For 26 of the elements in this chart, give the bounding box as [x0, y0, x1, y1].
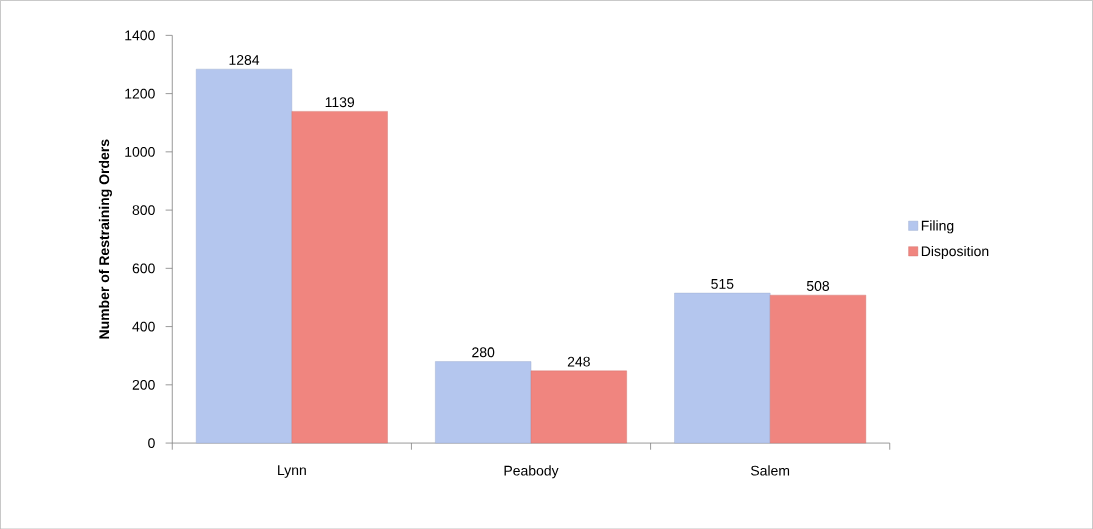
legend-label: Filing — [921, 220, 954, 234]
bar — [674, 292, 771, 444]
data-label: 248 — [567, 356, 590, 367]
bar — [195, 68, 293, 444]
y-tick-label: 200 — [132, 379, 155, 390]
y-tick-label: 1000 — [125, 146, 155, 157]
x-tick-label: Salem — [750, 465, 790, 476]
y-axis-title: Number of Restraining Orders — [98, 139, 112, 339]
y-tick-label: 600 — [132, 263, 155, 274]
y-tick-label: 1200 — [125, 88, 155, 99]
bar — [435, 361, 532, 444]
y-tick-label: 800 — [132, 204, 155, 215]
bar — [291, 110, 388, 444]
x-tick-label: Lynn — [278, 465, 306, 478]
bar — [530, 370, 627, 444]
y-tick-label: 0 — [148, 437, 155, 448]
legend-label: Disposition — [921, 245, 989, 259]
y-tick-label: 400 — [132, 321, 155, 332]
bar — [769, 294, 867, 444]
data-label: 515 — [711, 278, 734, 289]
data-label: 508 — [806, 280, 830, 291]
data-label: 1284 — [229, 54, 260, 65]
y-tick-label: 1400 — [125, 30, 155, 41]
data-label: 280 — [472, 347, 495, 358]
x-tick-label: Peabody — [504, 465, 559, 479]
data-label: 1139 — [325, 97, 355, 107]
